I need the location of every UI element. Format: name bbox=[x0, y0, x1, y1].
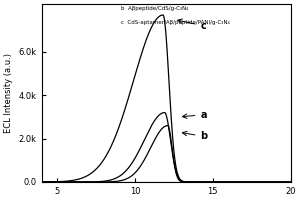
Text: c: c bbox=[178, 19, 206, 31]
Text: b  Aβpeptide/CdS/g-C₃N₄: b Aβpeptide/CdS/g-C₃N₄ bbox=[121, 6, 189, 11]
Text: a: a bbox=[182, 110, 207, 120]
Y-axis label: ECL Intensity (a.u.): ECL Intensity (a.u.) bbox=[4, 53, 13, 133]
Text: c  CdS-aptamer/Aβ/peptide/PANI/g-C₃N₄: c CdS-aptamer/Aβ/peptide/PANI/g-C₃N₄ bbox=[121, 20, 230, 25]
Text: b: b bbox=[182, 131, 208, 141]
